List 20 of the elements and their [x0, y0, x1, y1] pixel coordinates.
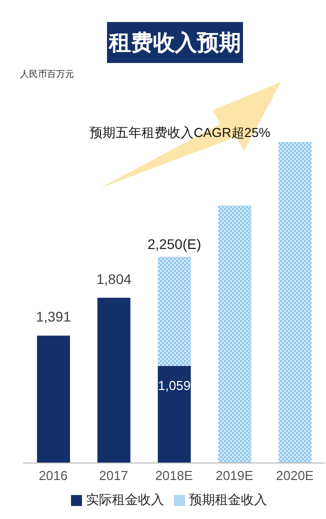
chart-title: 租费收入预期 — [107, 22, 243, 63]
bar — [278, 142, 312, 463]
bar — [97, 298, 130, 463]
bar — [37, 336, 70, 463]
x-tick-label: 2017 — [99, 468, 128, 484]
data-label: 1,804 — [96, 270, 132, 287]
text: 预期五年租费收入CAGR超25% — [88, 124, 272, 142]
x-tick-label: 2016 — [38, 468, 68, 484]
bar — [158, 256, 191, 366]
data-label: 1,391 — [36, 308, 72, 325]
x-tick-label: 2018E — [155, 468, 194, 484]
total-label: 2,250(E) — [147, 236, 202, 252]
legend-label: 预期租金收入 — [189, 492, 267, 507]
bar — [158, 366, 191, 463]
text: 人民币百万元 — [20, 68, 74, 81]
legend-label: 实际租金收入 — [86, 492, 164, 507]
bar — [218, 206, 252, 463]
x-tick-label: 2019E — [216, 468, 254, 484]
x-tick-label: 2020E — [276, 468, 314, 484]
data-label: 1,059 — [158, 378, 191, 394]
